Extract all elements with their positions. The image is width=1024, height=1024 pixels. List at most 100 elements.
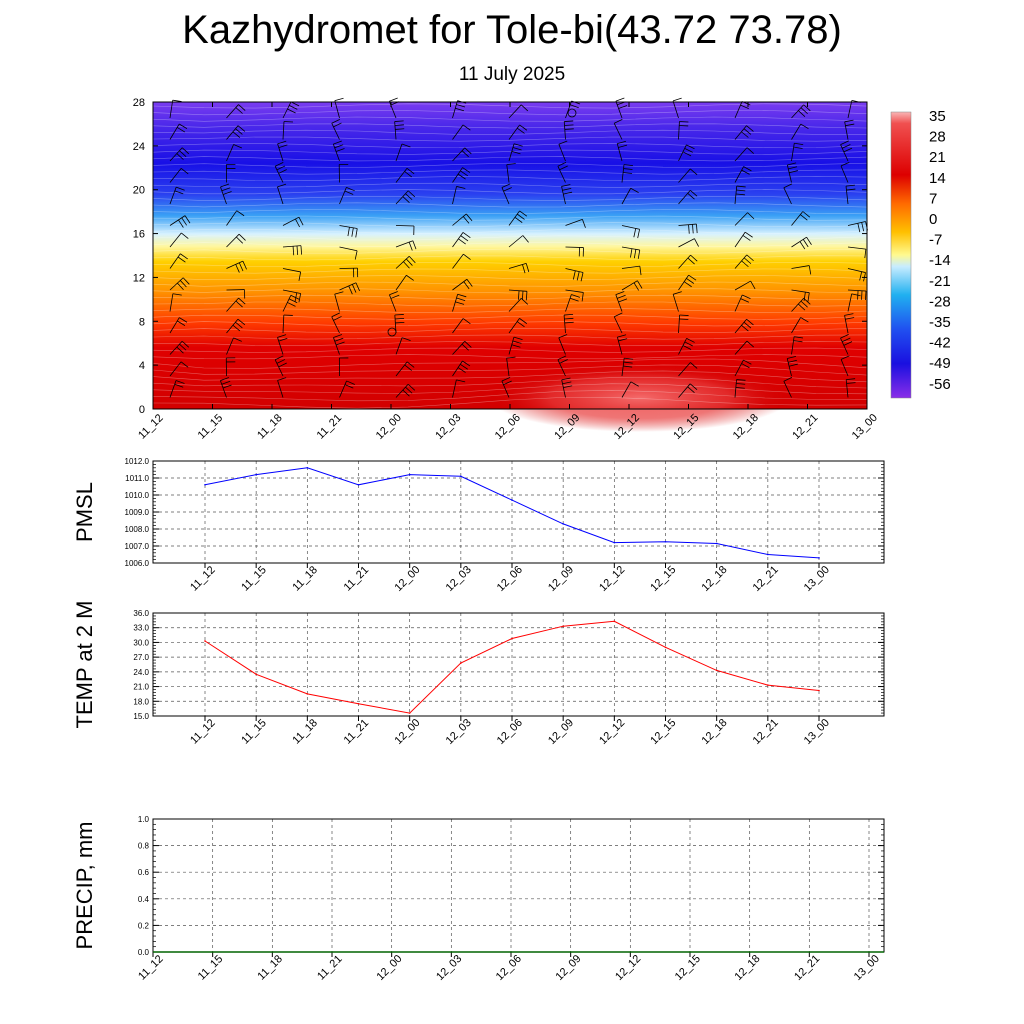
wind-barb	[226, 318, 246, 334]
wind-barb	[452, 186, 466, 205]
hm-ytick-label: 20	[133, 185, 145, 197]
xtick-label: 12_12	[597, 564, 627, 594]
wind-barb	[734, 147, 754, 162]
wind-barb	[169, 253, 188, 269]
wind-barb	[394, 120, 405, 140]
colorbar-label: 0	[929, 211, 937, 228]
wind-barb	[565, 268, 584, 282]
data-point	[715, 669, 718, 672]
wind-barb	[678, 362, 698, 377]
wind-barb	[734, 379, 746, 398]
wind-barb	[169, 215, 191, 228]
colorbar-label: 14	[929, 170, 946, 187]
wind-barb	[558, 140, 568, 162]
data-point	[818, 689, 820, 692]
xtick-label: 12_18	[732, 953, 762, 983]
wind-barb	[395, 255, 416, 269]
wind-barb	[621, 225, 640, 239]
wind-barb	[845, 184, 856, 205]
wind-barb	[783, 377, 793, 398]
wind-barb	[339, 380, 355, 398]
ytick-label: 1010.0	[125, 491, 150, 500]
ytick-label: 1012.0	[125, 457, 150, 466]
wind-barb	[395, 361, 415, 377]
wind-barb	[169, 293, 182, 312]
xtick-label: 12_21	[751, 564, 781, 594]
data-point	[357, 484, 360, 486]
wind-barb	[672, 291, 682, 312]
contour-line	[152, 334, 868, 340]
wind-barb	[561, 184, 573, 205]
xtick-label: 12_06	[495, 717, 525, 747]
wind-barb	[565, 246, 584, 257]
xtick-label: 11_18	[290, 717, 320, 747]
wind-barb	[840, 334, 853, 355]
wind-barb	[734, 212, 755, 226]
wind-barb	[220, 377, 232, 398]
colorbar-label: -56	[929, 376, 951, 393]
ytick-label: 0.6	[138, 868, 150, 877]
contour-line	[152, 383, 868, 395]
ytick-label: 0.2	[138, 921, 150, 930]
ytick-label: 33.0	[133, 624, 149, 633]
wind-barb	[847, 293, 861, 312]
wind-barb	[678, 314, 689, 334]
hm-xtick-label: 12_21	[790, 412, 820, 442]
data-point	[255, 473, 257, 476]
wind-barb	[508, 289, 528, 301]
xtick-label: 12_12	[597, 717, 627, 747]
wind-barb	[508, 210, 528, 226]
colorbar-label: 28	[929, 129, 946, 146]
contour-line	[152, 377, 868, 389]
wind-barb	[563, 120, 574, 140]
wind-barb	[277, 377, 287, 398]
contour-line	[152, 314, 868, 320]
contour-line	[152, 143, 868, 149]
wind-barb	[395, 190, 416, 205]
wind-barb	[678, 121, 689, 140]
wind-barb	[277, 140, 288, 162]
wind-barb	[226, 297, 246, 312]
wind-barb	[847, 246, 867, 259]
xtick-label: 12_03	[444, 717, 474, 747]
data-point	[715, 542, 718, 545]
contour-line	[152, 189, 868, 195]
colorbar-labels: 35 28 21 14 7 0 -7 -14 -21 -28 -35 -42 -49 -56	[929, 108, 951, 393]
data-point	[664, 540, 667, 543]
data-point	[511, 637, 513, 640]
wind-barb	[452, 318, 471, 334]
contour-line	[152, 358, 868, 369]
hm-ytick-label: 24	[133, 141, 145, 153]
pmsl-panel: 1006.0 1007.0 1008.0 1009.0 1010.0 1011.0 1012…	[72, 457, 885, 594]
wind-barb	[508, 298, 529, 312]
wind-barb	[621, 381, 639, 398]
data-point	[306, 467, 309, 469]
wind-barb	[339, 267, 359, 278]
wind-barb	[508, 104, 529, 119]
wind-barb	[452, 278, 473, 291]
hm-xtick-label: 11_18	[255, 412, 285, 442]
colorbar-label: 35	[929, 108, 946, 125]
wind-barb	[558, 334, 568, 355]
ytick-label: 27.0	[133, 653, 149, 662]
wind-barb	[844, 313, 855, 334]
contour-line	[152, 389, 868, 402]
wind-barb	[395, 337, 411, 355]
wind-barb	[226, 210, 245, 226]
wind-barb	[840, 140, 853, 162]
contour-line	[152, 176, 868, 182]
wind-barb	[169, 168, 189, 183]
wind-barb	[226, 233, 246, 248]
wind-barb	[621, 357, 634, 377]
wind-barb	[791, 289, 810, 302]
contour-line	[152, 301, 868, 307]
wind-barb	[783, 183, 793, 205]
xtick-label: 12_18	[699, 717, 729, 747]
wind-barb	[169, 380, 185, 398]
wind-barb	[395, 240, 417, 251]
ytick-label: 21.0	[133, 683, 149, 692]
hm-xtick-label: 12_00	[374, 412, 404, 442]
wind-barb	[791, 297, 811, 312]
wind-barb	[394, 314, 405, 334]
xtick-label: 12_12	[613, 953, 643, 983]
